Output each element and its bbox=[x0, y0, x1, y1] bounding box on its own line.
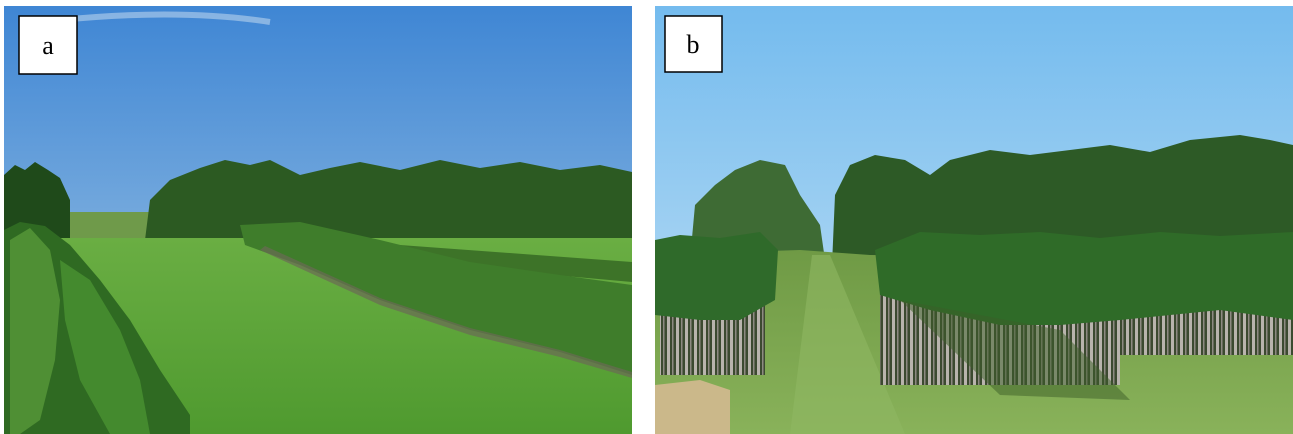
photo-b bbox=[655, 6, 1293, 434]
panel-label: b bbox=[687, 30, 700, 59]
photo-a bbox=[4, 6, 632, 434]
label-box bbox=[18, 15, 78, 75]
label-box bbox=[664, 15, 723, 73]
panel-label: a bbox=[42, 31, 54, 60]
